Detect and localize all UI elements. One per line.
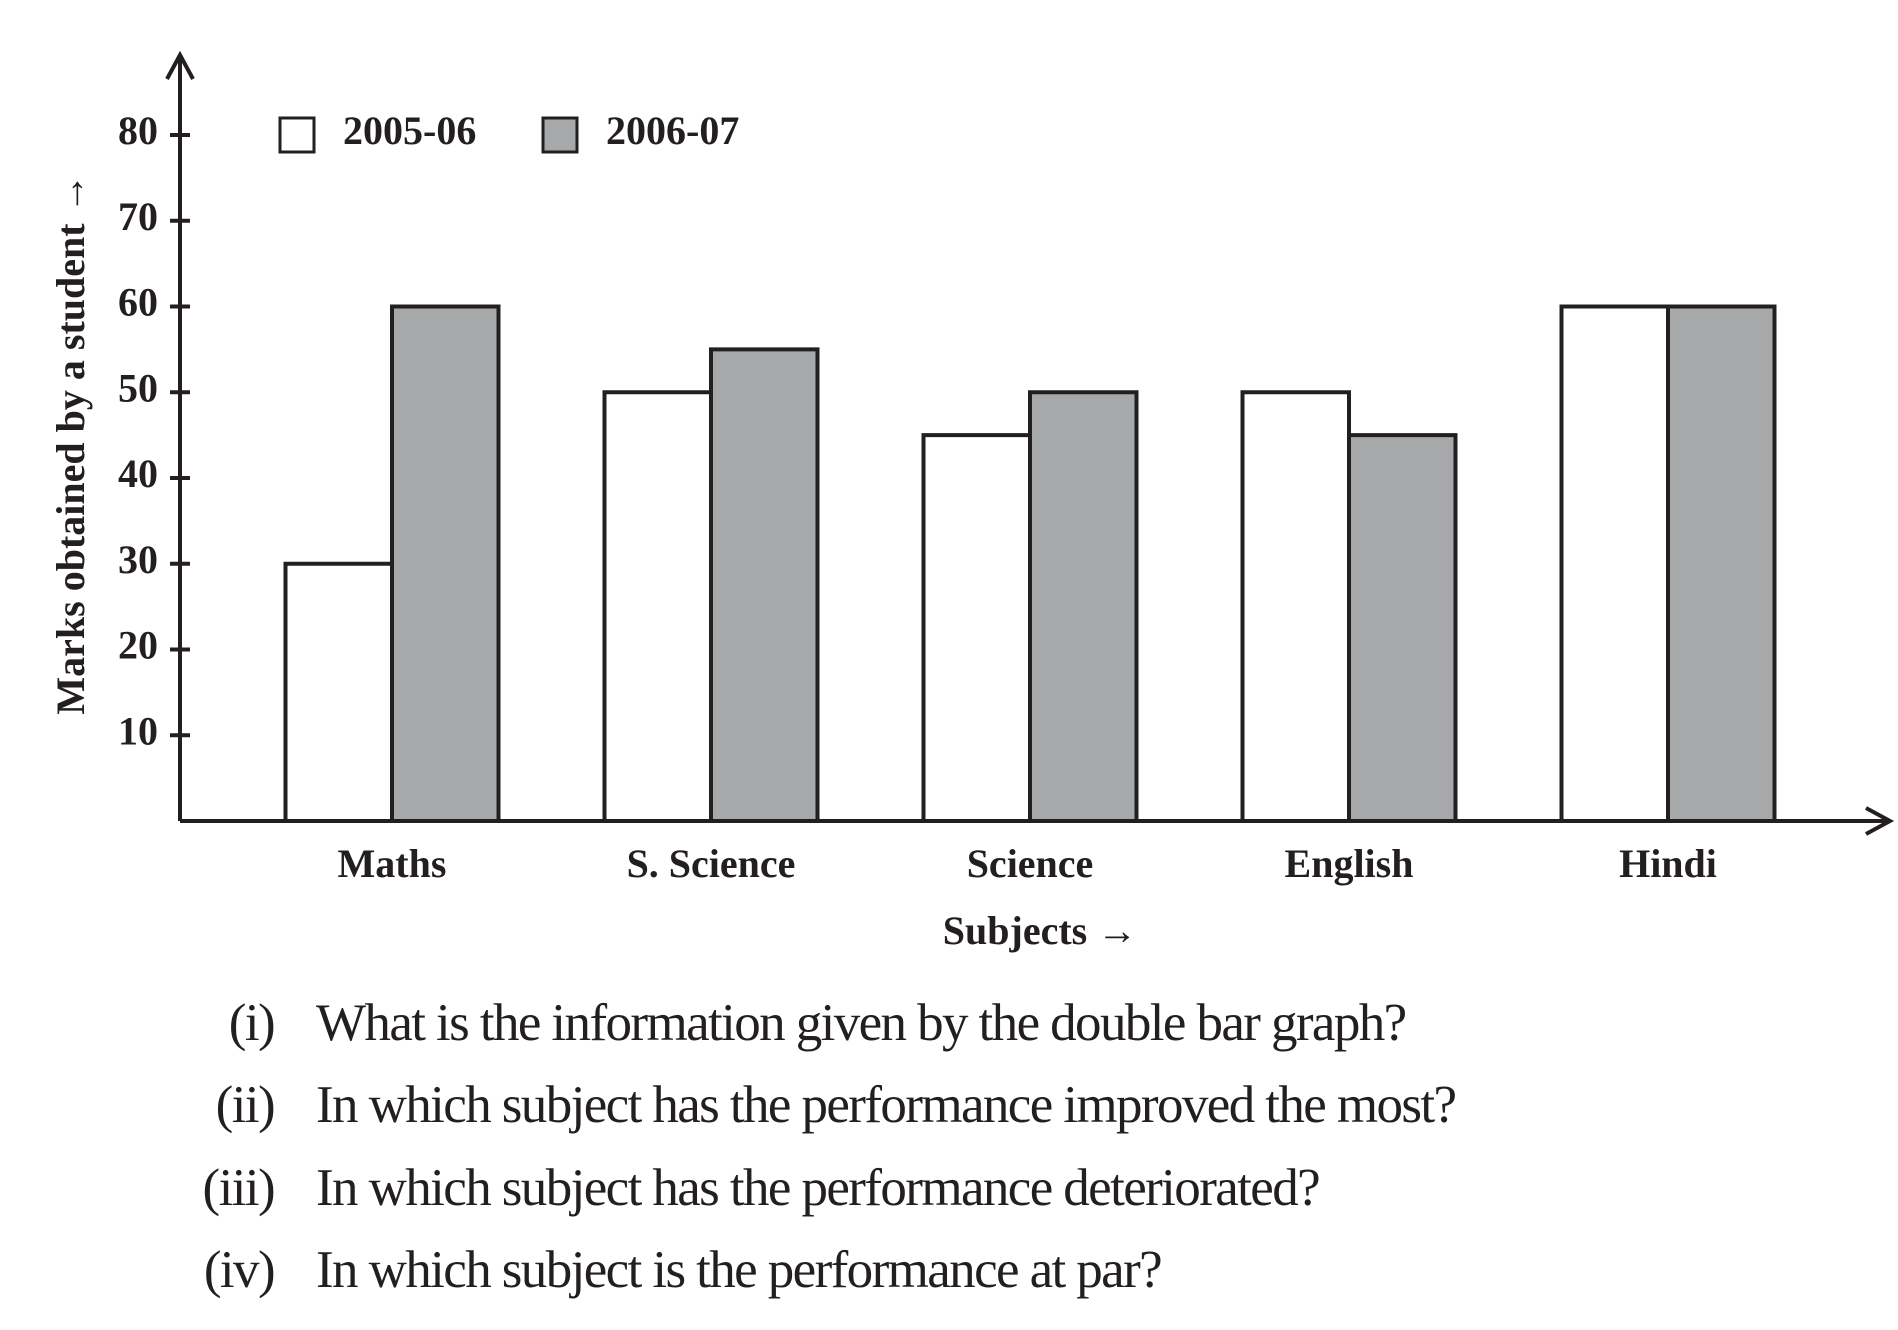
bar <box>921 433 1032 823</box>
y-tick-label: 50 <box>118 365 158 410</box>
y-axis-label: Marks obtained by a student → <box>48 173 93 714</box>
bar <box>1240 390 1351 823</box>
y-tick-label: 60 <box>118 280 158 325</box>
question-text: In which subject has the performance det… <box>316 1159 1319 1217</box>
legend-swatch <box>541 116 579 154</box>
bar <box>1028 390 1139 823</box>
question-text: In which subject is the performance at p… <box>316 1241 1161 1299</box>
bar <box>390 304 501 823</box>
question-number: (i) <box>229 994 274 1052</box>
x-tick-label: Maths <box>338 841 447 886</box>
question-text: What is the information given by the dou… <box>316 994 1406 1052</box>
legend-label: 2006-07 <box>606 108 739 153</box>
x-tick-label: Hindi <box>1619 841 1717 886</box>
x-tick-label: Science <box>967 841 1094 886</box>
legend-swatch <box>278 116 316 154</box>
legend-label: 2005-06 <box>343 108 476 153</box>
bar <box>709 347 820 823</box>
bar <box>283 561 394 823</box>
y-tick-label: 40 <box>118 451 158 496</box>
y-arrow <box>165 50 195 80</box>
y-tick-label: 30 <box>118 537 158 582</box>
x-tick-label: S. Science <box>627 841 796 886</box>
question-text: In which subject has the performance imp… <box>316 1076 1456 1134</box>
bar <box>602 390 713 823</box>
x-arrow <box>1865 806 1895 836</box>
question-number: (iv) <box>204 1241 274 1299</box>
y-tick-label: 10 <box>118 708 158 753</box>
x-tick-label: English <box>1285 841 1414 886</box>
bar <box>1666 304 1777 823</box>
question-number: (ii) <box>216 1076 274 1134</box>
question-number: (iii) <box>203 1159 274 1217</box>
y-tick-label: 70 <box>118 194 158 239</box>
y-tick-label: 20 <box>118 623 158 668</box>
x-axis-label: Subjects → <box>943 908 1137 953</box>
bar <box>1347 433 1458 823</box>
bar <box>1559 304 1670 823</box>
y-tick-label: 80 <box>118 108 158 153</box>
